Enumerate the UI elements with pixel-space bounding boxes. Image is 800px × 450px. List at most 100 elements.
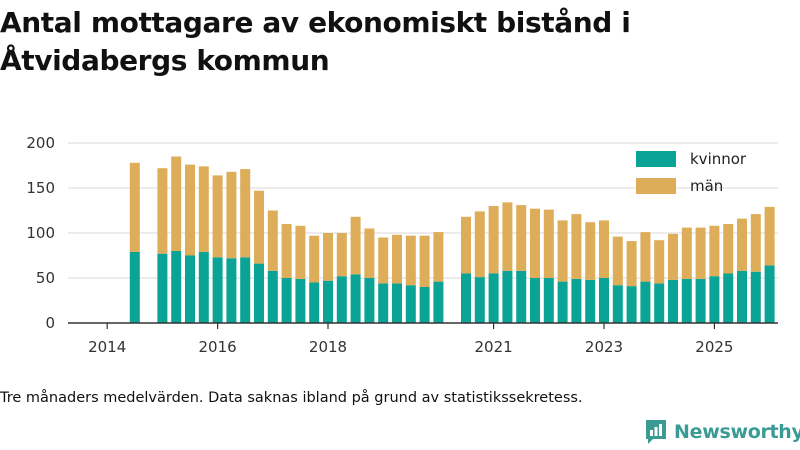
x-tick-label: 2014 — [88, 338, 126, 356]
bar-man — [254, 190, 264, 264]
brand-logo: Newsworthy — [644, 418, 800, 446]
bar-kvinnor — [709, 276, 720, 323]
bar-kvinnor — [640, 281, 651, 323]
y-tick-label: 150 — [26, 179, 55, 197]
bar-man — [723, 224, 734, 274]
bar-man — [295, 225, 306, 279]
bar-kvinnor — [764, 265, 775, 323]
bar-man — [571, 214, 582, 279]
x-tick-label: 2023 — [585, 338, 623, 356]
bar-kvinnor — [226, 258, 237, 323]
bar-man — [474, 211, 485, 278]
bar-man — [543, 209, 554, 278]
bar-man — [681, 227, 692, 279]
bar-man — [392, 234, 402, 284]
bar-kvinnor — [254, 263, 264, 323]
bar-man — [654, 240, 665, 284]
bar-kvinnor — [309, 282, 320, 323]
bar-man — [185, 164, 195, 256]
bar-kvinnor — [295, 278, 306, 323]
bar-man — [626, 241, 637, 287]
y-axis: 0 50 100 150 200 — [26, 134, 55, 332]
bar-man — [557, 220, 568, 282]
bar-kvinnor — [433, 281, 444, 323]
bar-man — [309, 235, 320, 283]
bar-kvinnor — [516, 270, 527, 323]
bar-kvinnor — [599, 278, 609, 323]
bar-kvinnor — [461, 273, 471, 323]
bar-kvinnor — [129, 251, 140, 323]
bar-man — [530, 208, 540, 278]
bars — [129, 156, 775, 323]
bar-man — [281, 224, 292, 278]
chart-title: Antal mottagare av ekonomiskt bistånd i … — [0, 6, 631, 77]
y-tick-label: 0 — [45, 314, 55, 332]
brand-name: Newsworthy — [674, 421, 800, 443]
bar-kvinnor — [419, 287, 430, 323]
bar-kvinnor — [530, 278, 540, 323]
bar-man — [433, 232, 444, 282]
bar-man — [198, 166, 209, 252]
bar-man — [267, 210, 278, 271]
bar-man — [157, 168, 168, 254]
bar-man — [709, 225, 720, 277]
bar-kvinnor — [378, 283, 389, 323]
bar-kvinnor — [392, 283, 402, 323]
bar-kvinnor — [267, 270, 278, 323]
legend-swatch-kvinnor — [636, 151, 676, 167]
bar-kvinnor — [585, 279, 596, 323]
bar-kvinnor — [737, 270, 747, 323]
bar-man — [350, 216, 361, 275]
x-tick-label: 2018 — [309, 338, 347, 356]
bar-man — [737, 218, 747, 271]
bar-kvinnor — [198, 251, 209, 323]
x-tick-label: 2016 — [199, 338, 237, 356]
bar-kvinnor — [405, 285, 416, 323]
x-tick-label: 2021 — [475, 338, 513, 356]
bar-man — [599, 220, 609, 278]
bar-man — [129, 162, 140, 252]
bar-man — [405, 235, 416, 286]
bar-kvinnor — [723, 273, 734, 323]
bar-man — [461, 216, 471, 274]
bar-kvinnor — [612, 285, 623, 323]
bar-kvinnor — [750, 271, 761, 323]
bar-kvinnor — [171, 251, 182, 323]
legend: kvinnor män — [636, 150, 747, 195]
bar-man — [585, 222, 596, 280]
y-tick-label: 200 — [26, 134, 55, 152]
bar-man — [226, 171, 237, 259]
bar-man — [364, 228, 375, 278]
bar-man — [640, 232, 651, 282]
bar-kvinnor — [185, 255, 195, 323]
legend-label: män — [690, 177, 723, 195]
y-tick-label: 50 — [36, 269, 55, 287]
bar-kvinnor — [488, 273, 499, 323]
bar-kvinnor — [654, 283, 665, 323]
bar-man — [612, 236, 623, 286]
bar-man — [212, 175, 223, 258]
bar-man — [240, 169, 251, 258]
bar-kvinnor — [157, 253, 168, 323]
bar-man — [378, 237, 389, 284]
x-axis: 2014 2016 2018 2021 2023 2025 — [88, 323, 733, 356]
bar-man — [750, 214, 761, 272]
bar-man — [336, 233, 347, 277]
bar-man — [488, 206, 499, 274]
bar-man — [171, 156, 182, 251]
bar-kvinnor — [323, 280, 333, 323]
bar-kvinnor — [695, 278, 706, 323]
x-tick-label: 2025 — [695, 338, 733, 356]
bar-kvinnor — [681, 278, 692, 323]
bar-kvinnor — [350, 274, 361, 323]
legend-label: kvinnor — [690, 150, 747, 168]
bar-kvinnor — [571, 278, 582, 323]
chart: 0 50 100 150 200 2014 2016 2018 2021 2023 2025 kv… — [26, 134, 778, 356]
bar-man — [502, 202, 513, 271]
bar-man — [764, 206, 775, 266]
bar-man — [516, 205, 527, 271]
bar-kvinnor — [364, 278, 375, 323]
bar-kvinnor — [543, 278, 554, 323]
chart-caption: Tre månaders medelvärden. Data saknas ib… — [0, 390, 583, 406]
bar-man — [419, 235, 430, 287]
